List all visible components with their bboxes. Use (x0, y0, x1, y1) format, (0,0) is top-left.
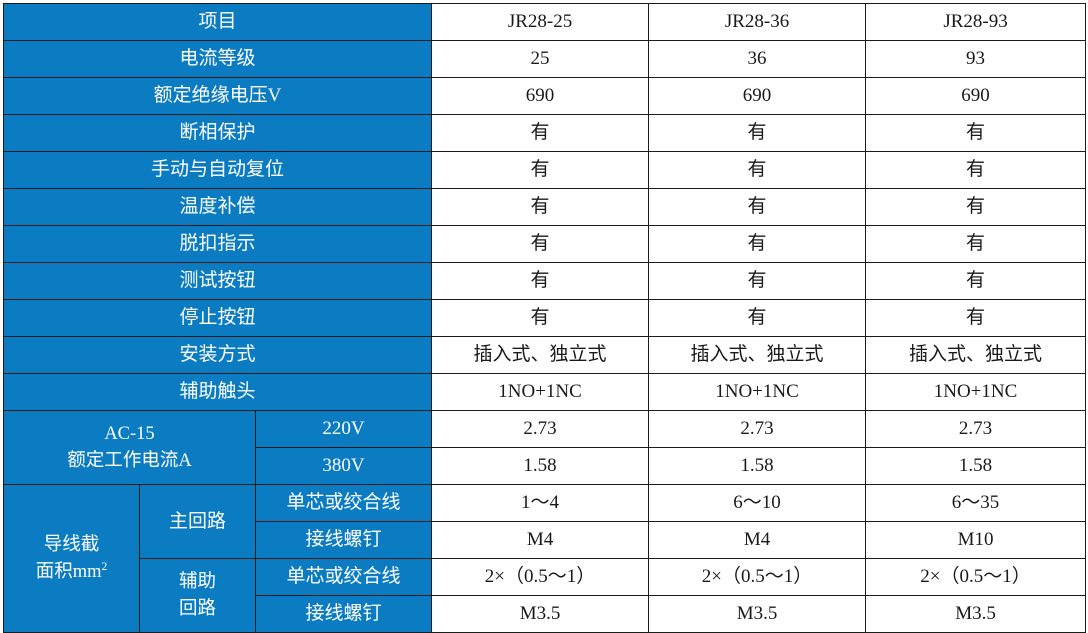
specification-table: 项目 JR28-25 JR28-36 JR28-93 电流等级 25 36 93… (2, 3, 1087, 633)
table-row: 测试按钮 有 有 有 (2, 262, 1087, 300)
table-row-ac15-220v: AC-15 额定工作电流A 220V 2.73 2.73 2.73 (3, 410, 1087, 485)
cell-value: M3.5 (865, 595, 1087, 633)
cell-value: 690 (648, 77, 867, 115)
cell-value: 2.73 (648, 410, 867, 448)
row-label: 辅助触头 (2, 373, 433, 411)
row-label: 电流等级 (2, 40, 433, 78)
row-label: 断相保护 (2, 114, 433, 152)
row-label: 手动与自动复位 (2, 151, 433, 189)
table-row: 断相保护 有 有 有 (2, 114, 1087, 152)
cell-value: 有 (431, 262, 650, 300)
cell-value: 有 (431, 225, 650, 263)
cell-value: 1.58 (648, 447, 867, 485)
cell-value: 有 (648, 114, 867, 152)
sub-label-380v: 380V (254, 447, 433, 485)
sub-label-single-core-or-stranded: 单芯或绞合线 (254, 484, 433, 522)
row-header-item: 项目 (2, 3, 433, 41)
group-label-wire-line2: 面积mm2 (4, 559, 139, 586)
cell-value: 有 (431, 151, 650, 189)
cell-value: 1NO+1NC (431, 373, 650, 411)
sub-label-main-circuit: 主回路 (139, 484, 256, 559)
cell-value: 插入式、独立式 (648, 336, 867, 374)
cell-value: 2×（0.5～1） (865, 558, 1087, 596)
cell-value: 有 (648, 225, 867, 263)
column-header-jr28-93: JR28-93 (865, 3, 1087, 41)
row-label: 温度补偿 (2, 188, 433, 226)
column-header-jr28-36: JR28-36 (648, 3, 867, 41)
cell-value: 有 (865, 299, 1087, 337)
cell-value: 有 (431, 114, 650, 152)
group-label-ac15-line2: 额定工作电流A (67, 450, 192, 471)
table-row: 脱扣指示 有 有 有 (2, 225, 1087, 263)
cell-value: 6～35 (865, 484, 1087, 522)
cell-value: 93 (865, 40, 1087, 78)
sub-label-terminal-screw: 接线螺钉 (254, 521, 433, 559)
sub-label-terminal-screw: 接线螺钉 (254, 595, 433, 633)
cell-value: 插入式、独立式 (431, 336, 650, 374)
group-label-ac15: AC-15 额定工作电流A (3, 410, 256, 485)
cell-value: 有 (648, 262, 867, 300)
cell-value: M10 (865, 521, 1087, 559)
cell-value: 36 (648, 40, 867, 78)
table-row: 电流等级 25 36 93 (2, 40, 1087, 78)
cell-value: 有 (865, 188, 1087, 226)
sub-label-aux-circuit-line1: 辅助 (178, 571, 216, 592)
cell-value: 插入式、独立式 (865, 336, 1087, 374)
table-row: 手动与自动复位 有 有 有 (2, 151, 1087, 189)
cell-value: 有 (865, 225, 1087, 263)
cell-value: 1.58 (431, 447, 650, 485)
cell-value: 2×（0.5～1） (648, 558, 867, 596)
cell-value: M3.5 (648, 595, 867, 633)
cell-value: 有 (648, 188, 867, 226)
row-label: 脱扣指示 (2, 225, 433, 263)
cell-value: 有 (865, 151, 1087, 189)
group-label-wire-line2-text: 面积mm (35, 561, 102, 582)
table-row-ac15-380v: 380V 1.58 1.58 1.58 (4, 447, 1087, 485)
row-label: 停止按钮 (2, 299, 433, 337)
cell-value: 690 (431, 77, 650, 115)
cell-value: 有 (431, 188, 650, 226)
table-row: 安装方式 插入式、独立式 插入式、独立式 插入式、独立式 (2, 336, 1087, 374)
group-label-wire-line1: 导线截 (43, 534, 100, 555)
cell-value: 有 (648, 299, 867, 337)
cell-value: 1～4 (431, 484, 650, 522)
sub-label-220v: 220V (254, 410, 433, 448)
table-row-aux-circuit-wire: 辅助 回路 单芯或绞合线 2×（0.5～1） 2×（0.5～1） 2×（0.5～… (4, 558, 1087, 633)
cell-value: 2.73 (865, 410, 1087, 448)
cell-value: 1NO+1NC (865, 373, 1087, 411)
cell-value: M4 (648, 521, 867, 559)
sub-label-aux-circuit-line2: 回路 (178, 598, 216, 619)
group-label-wire-section: 导线截 面积mm2 (3, 484, 140, 633)
cell-value: 1NO+1NC (648, 373, 867, 411)
cell-value: M3.5 (431, 595, 650, 633)
cell-value: M4 (431, 521, 650, 559)
cell-value: 2×（0.5～1） (431, 558, 650, 596)
cell-value: 1.58 (865, 447, 1087, 485)
column-header-jr28-25: JR28-25 (431, 3, 650, 41)
cell-value: 有 (648, 151, 867, 189)
table-row: 停止按钮 有 有 有 (2, 299, 1087, 337)
cell-value: 有 (865, 262, 1087, 300)
table-row-main-circuit-wire: 导线截 面积mm2 主回路 单芯或绞合线 1～4 6～10 6～35 (3, 484, 1087, 633)
table-row: 辅助触头 1NO+1NC 1NO+1NC 1NO+1NC (2, 373, 1087, 411)
cell-value: 690 (865, 77, 1087, 115)
group-label-ac15-line1: AC-15 (104, 423, 155, 444)
group-label-wire-superscript: 2 (101, 560, 108, 573)
row-label: 额定绝缘电压V (2, 77, 433, 115)
table-body: 项目 JR28-25 JR28-36 JR28-93 电流等级 25 36 93… (2, 3, 1087, 633)
sub-label-single-core-or-stranded: 单芯或绞合线 (254, 558, 433, 596)
cell-value: 有 (865, 114, 1087, 152)
cell-value: 25 (431, 40, 650, 78)
row-label: 安装方式 (2, 336, 433, 374)
table-row-main-circuit-screw: 接线螺钉 M4 M4 M10 (4, 521, 1087, 559)
cell-value: 6～10 (648, 484, 867, 522)
row-label: 测试按钮 (2, 262, 433, 300)
cell-value: 有 (431, 299, 650, 337)
table-header-row: 项目 JR28-25 JR28-36 JR28-93 (2, 3, 1087, 41)
table-row: 额定绝缘电压V 690 690 690 (2, 77, 1087, 115)
cell-value: 2.73 (431, 410, 650, 448)
table-row: 温度补偿 有 有 有 (2, 188, 1087, 226)
sub-label-aux-circuit: 辅助 回路 (139, 558, 256, 633)
